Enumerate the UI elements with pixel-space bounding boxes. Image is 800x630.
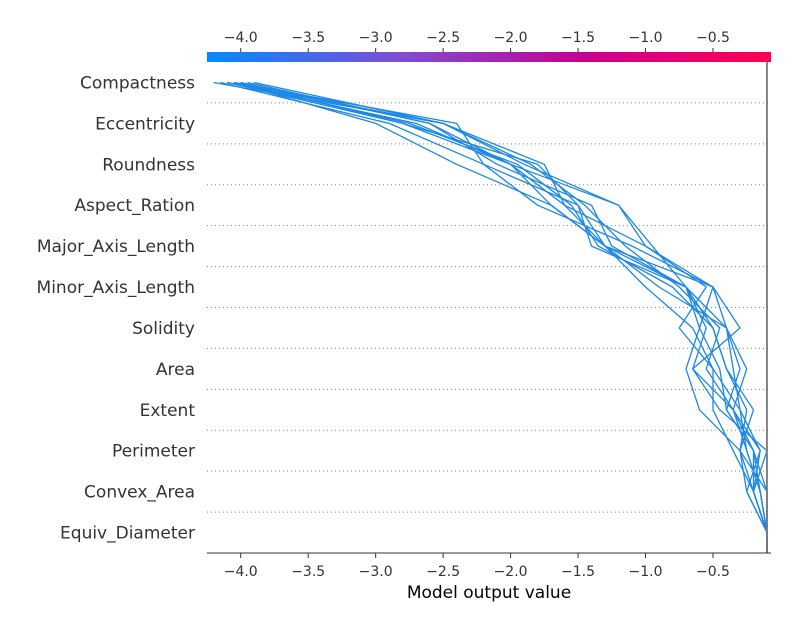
feature-label: Eccentricity	[95, 114, 195, 134]
colorbar	[207, 52, 771, 62]
bottom-tick-label: −2.0	[494, 564, 528, 580]
decision-lines	[213, 81, 768, 553]
feature-label: Roundness	[102, 155, 195, 175]
top-tick-label: −1.0	[629, 30, 663, 46]
feature-label: Minor_Axis_Length	[37, 278, 195, 298]
decision-line	[240, 81, 768, 553]
bottom-tick-label: −3.5	[291, 564, 325, 580]
decision-line	[233, 81, 768, 553]
top-axis: −4.0 −3.5 −3.0 −2.5 −2.0 −1.5 −1.0 −0.5	[224, 30, 730, 52]
decision-line	[240, 81, 768, 553]
feature-label: Area	[156, 360, 195, 380]
bottom-axis: −4.0 −3.5 −3.0 −2.5 −2.0 −1.5 −1.0 −0.5	[224, 553, 730, 580]
top-tick-label: −4.0	[224, 30, 258, 46]
gridlines	[207, 102, 771, 513]
top-tick-label: −2.0	[494, 30, 528, 46]
feature-labels: Compactness Eccentricity Roundness Aspect_R…	[37, 73, 196, 543]
top-tick-label: −0.5	[696, 30, 730, 46]
decision-line	[213, 81, 768, 553]
bottom-tick-label: −1.5	[561, 564, 595, 580]
feature-label: Aspect_Ration	[74, 196, 195, 216]
top-tick-label: −1.5	[561, 30, 595, 46]
top-tick-label: −3.0	[359, 30, 393, 46]
x-axis-label: Model output value	[407, 583, 571, 603]
decision-line	[247, 81, 768, 553]
top-tick-label: −3.5	[291, 30, 325, 46]
feature-label: Compactness	[80, 73, 195, 93]
decision-line	[227, 81, 768, 553]
feature-label: Perimeter	[112, 442, 195, 462]
decision-line	[254, 81, 768, 553]
feature-label: Extent	[140, 401, 196, 421]
bottom-tick-label: −0.5	[696, 564, 730, 580]
colorbar-gradient	[207, 52, 771, 62]
decision-line	[220, 81, 768, 553]
bottom-tick-label: −3.0	[359, 564, 393, 580]
bottom-tick-label: −1.0	[629, 564, 663, 580]
top-tick-label: −2.5	[426, 30, 460, 46]
feature-label: Convex_Area	[84, 483, 195, 503]
feature-label: Equiv_Diameter	[60, 524, 195, 544]
bottom-tick-label: −4.0	[224, 564, 258, 580]
feature-label: Major_Axis_Length	[37, 237, 195, 257]
bottom-tick-label: −2.5	[426, 564, 460, 580]
feature-label: Solidity	[132, 319, 195, 339]
